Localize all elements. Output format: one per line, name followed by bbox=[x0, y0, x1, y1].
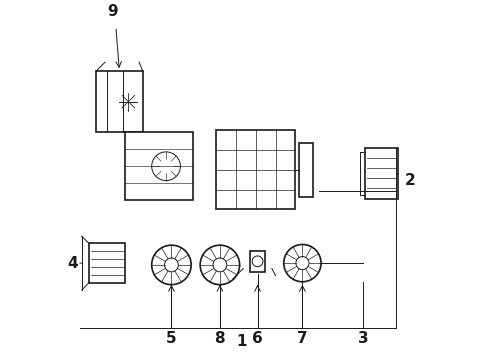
Bar bbox=[125, 132, 193, 200]
Text: 8: 8 bbox=[215, 330, 225, 346]
Text: 7: 7 bbox=[297, 330, 308, 346]
Bar bbox=[250, 251, 265, 272]
Text: 5: 5 bbox=[166, 330, 177, 346]
Bar bbox=[96, 71, 143, 132]
Text: 1: 1 bbox=[236, 334, 246, 349]
Bar bbox=[89, 243, 125, 283]
Bar bbox=[299, 143, 313, 197]
Text: 3: 3 bbox=[358, 330, 369, 346]
Text: 4: 4 bbox=[68, 256, 78, 271]
Text: 2: 2 bbox=[405, 173, 416, 188]
Bar bbox=[216, 130, 295, 209]
Text: 6: 6 bbox=[252, 330, 263, 346]
Text: 9: 9 bbox=[107, 4, 118, 19]
Bar bbox=[365, 148, 397, 198]
